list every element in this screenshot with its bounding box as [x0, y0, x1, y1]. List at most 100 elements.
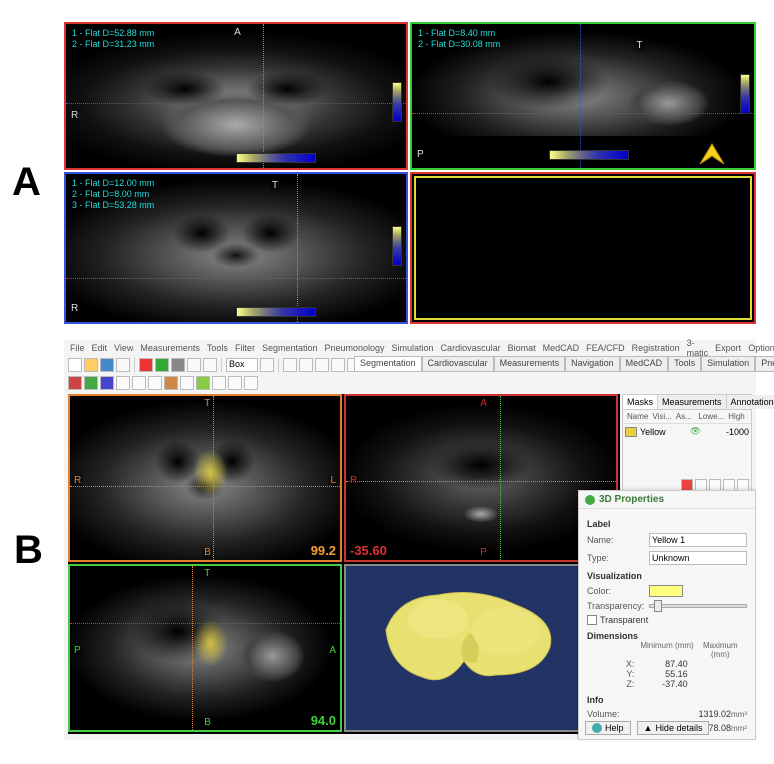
toolbar-secondary [64, 374, 756, 392]
quad-coronal[interactable]: 1 - Flat D=52.88 mm 2 - Flat D=31.23 mm … [64, 22, 408, 170]
col-high[interactable]: High [726, 412, 749, 421]
orient-l: P [72, 645, 83, 656]
tool-icon[interactable] [116, 376, 130, 390]
orient-top: A [232, 27, 243, 38]
quad-axial[interactable]: 1 - Flat D=12.00 mm 2 - Flat D=8.00 mm 3… [64, 172, 408, 324]
tab-segmentation[interactable]: Segmentation [354, 356, 422, 372]
box-combo[interactable]: Box [226, 358, 258, 372]
col-visi[interactable]: Visi... [650, 412, 673, 421]
slider-thumb[interactable] [654, 600, 662, 612]
tool-icon[interactable] [68, 376, 82, 390]
dim-x: 87.40 [640, 659, 693, 669]
eyes-icon[interactable]: 👁 [690, 426, 701, 437]
tab-simulation[interactable]: Simulation [701, 356, 755, 372]
type-label: Type: [587, 553, 649, 563]
transparency-slider[interactable] [649, 604, 747, 608]
col-as[interactable]: As... [674, 412, 697, 421]
orient-left: R [69, 110, 80, 121]
slice-number: 94.0 [311, 713, 336, 728]
col-name[interactable]: Name [625, 412, 650, 421]
help-button[interactable]: Help [585, 721, 631, 735]
gradient-bar [740, 74, 750, 114]
menu-cardio[interactable]: Cardiovascular [441, 343, 501, 353]
menu-tools[interactable]: Tools [207, 343, 228, 353]
tool-icon[interactable] [171, 358, 185, 372]
tab-cardio[interactable]: Cardiovascular [422, 356, 494, 372]
zoom-icon[interactable] [315, 358, 329, 372]
info-section: Info [587, 695, 747, 705]
menu-edit[interactable]: Edit [92, 343, 108, 353]
quad-empty[interactable] [410, 172, 756, 324]
tool-icon[interactable] [203, 358, 217, 372]
menu-measurements[interactable]: Measurements [140, 343, 200, 353]
menu-biomat[interactable]: Biomat [508, 343, 536, 353]
tab-medcad[interactable]: MedCAD [620, 356, 669, 372]
menu-view[interactable]: View [114, 343, 133, 353]
menu-medcad[interactable]: MedCAD [543, 343, 580, 353]
ct-slice [346, 396, 616, 560]
tool-icon[interactable] [212, 376, 226, 390]
cursor-icon[interactable] [283, 358, 297, 372]
menu-options[interactable]: Options [748, 343, 774, 353]
tool-icon[interactable] [196, 376, 210, 390]
quad-sagittal[interactable]: 1 - Flat D=8.40 mm 2 - Flat D=30.08 mm T… [410, 22, 756, 170]
view-coronal[interactable]: T B R L 99.2 [68, 394, 342, 562]
col-low[interactable]: Lowe... [696, 412, 726, 421]
view-sagittal[interactable]: T B P A 94.0 [68, 564, 342, 732]
menubar: File Edit View Measurements Tools Filter… [64, 340, 756, 356]
tab-masks[interactable]: Masks [623, 395, 658, 409]
menu-pneu[interactable]: Pneumonology [324, 343, 384, 353]
new-icon[interactable] [68, 358, 82, 372]
color-swatch[interactable] [649, 585, 683, 597]
ct-slice [70, 396, 340, 560]
tool-icon[interactable] [164, 376, 178, 390]
mask-row[interactable]: Yellow 👁 -1000 [623, 424, 751, 439]
pan-icon[interactable] [299, 358, 313, 372]
tool-icon[interactable] [148, 376, 162, 390]
tool-icon[interactable] [132, 376, 146, 390]
hide-details-button[interactable]: ▲Hide details [637, 721, 710, 735]
inner-frame [414, 176, 752, 320]
volume-label: Volume: [587, 709, 649, 719]
open-icon[interactable] [84, 358, 98, 372]
menu-file[interactable]: File [70, 343, 85, 353]
tool-icon[interactable] [155, 358, 169, 372]
tool-icon[interactable] [180, 376, 194, 390]
name-input[interactable] [649, 533, 747, 547]
tab-tools[interactable]: Tools [668, 356, 701, 372]
tool-icon[interactable] [84, 376, 98, 390]
type-input[interactable] [649, 551, 747, 565]
print-icon[interactable] [116, 358, 130, 372]
tool-icon[interactable] [244, 376, 258, 390]
view-3d[interactable] [344, 564, 618, 732]
menu-registration[interactable]: Registration [632, 343, 680, 353]
rotate-icon[interactable] [331, 358, 345, 372]
menu-3matic[interactable]: 3-matic [687, 338, 709, 358]
tab-navigation[interactable]: Navigation [565, 356, 620, 372]
menu-filter[interactable]: Filter [235, 343, 255, 353]
hide-label: Hide details [655, 723, 702, 733]
column-headers: Name Visi... As... Lowe... High [623, 410, 751, 424]
tab-measurements[interactable]: Measurements [494, 356, 566, 372]
orient-left: P [415, 149, 426, 160]
menu-segmentation[interactable]: Segmentation [262, 343, 318, 353]
tab-meas[interactable]: Measurements [658, 395, 727, 409]
tool-icon[interactable] [100, 376, 114, 390]
tool-icon[interactable] [187, 358, 201, 372]
tab-annot[interactable]: Annotations [727, 395, 774, 409]
save-icon[interactable] [100, 358, 114, 372]
3d-model[interactable] [368, 575, 568, 695]
transparent-checkbox[interactable] [587, 615, 597, 625]
separator [278, 358, 279, 372]
prop-title-text: 3D Properties [599, 494, 664, 505]
tool-icon[interactable] [260, 358, 274, 372]
help-icon [592, 723, 602, 733]
view-axial[interactable]: A P R -35.60 [344, 394, 618, 562]
tool-icon[interactable] [139, 358, 153, 372]
menu-export[interactable]: Export [715, 343, 741, 353]
menu-fea[interactable]: FEA/CFD [586, 343, 625, 353]
tool-icon[interactable] [228, 376, 242, 390]
slice-number: 99.2 [311, 543, 336, 558]
menu-simulation[interactable]: Simulation [392, 343, 434, 353]
tab-pneu[interactable]: Pneumonology [755, 356, 774, 372]
